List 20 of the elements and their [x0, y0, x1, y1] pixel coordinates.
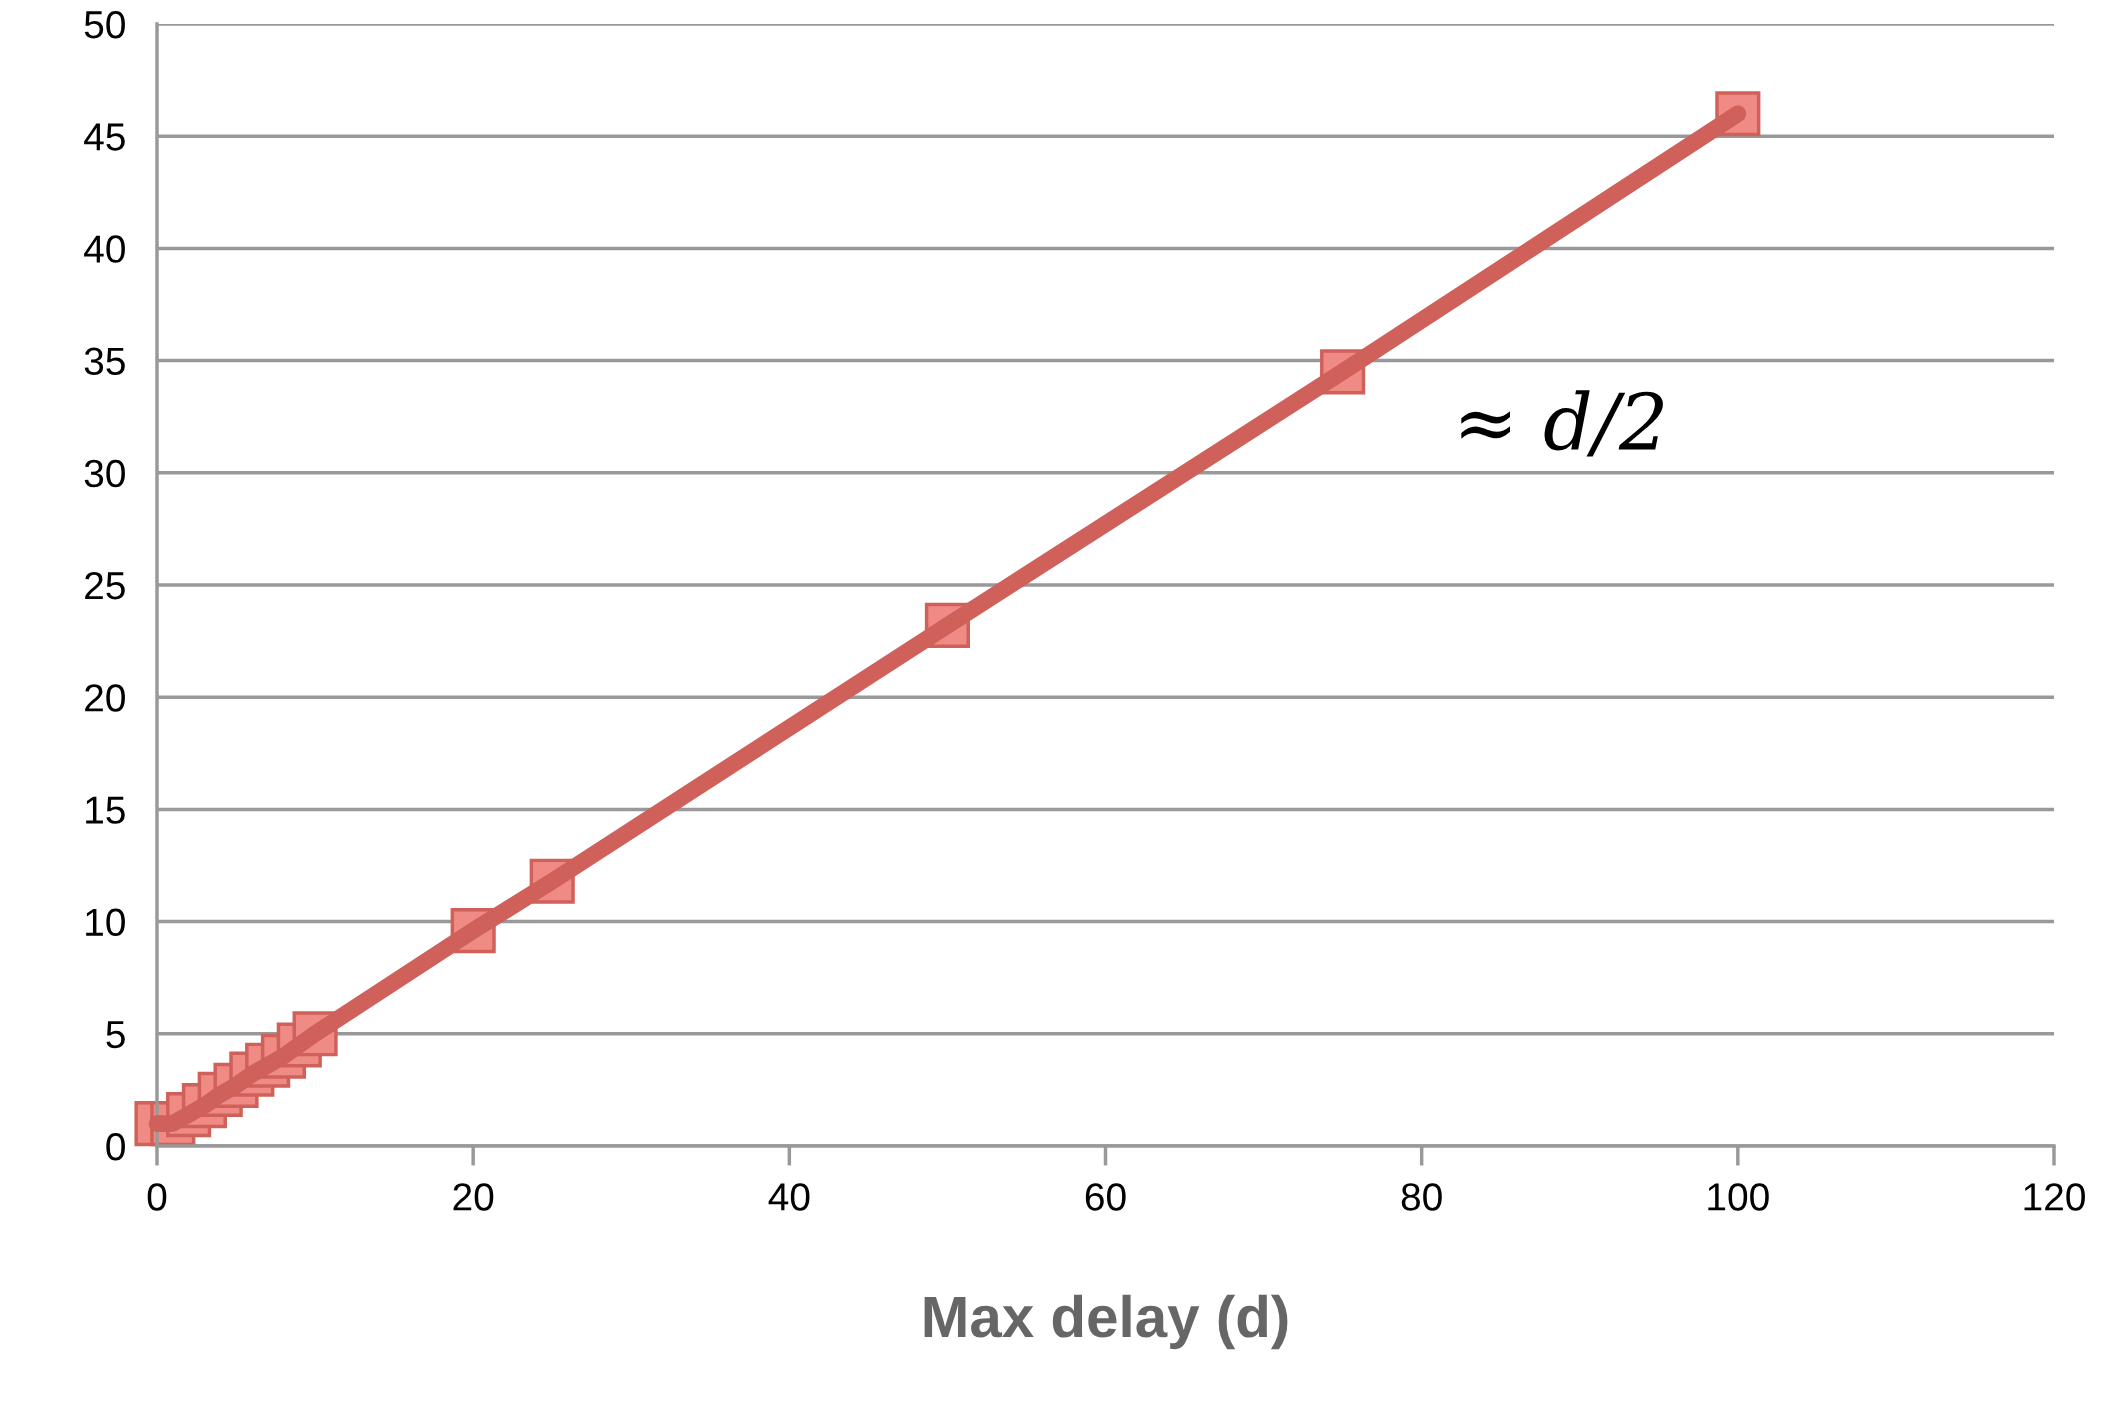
y-tick-label: 0 [106, 1132, 125, 1161]
x-tick-label: 0 [147, 1183, 167, 1211]
x-axis-title: Max delay (d) [924, 1294, 1288, 1350]
y-tick-label: 15 [86, 796, 125, 824]
y-tick-label: 50 [84, 10, 125, 39]
y-tick-label: 20 [85, 684, 125, 712]
y-tick-label: 5 [106, 1021, 125, 1049]
y-tick-label: 30 [84, 459, 125, 488]
x-tick-label: 40 [768, 1183, 810, 1211]
x-tick-label: 60 [1085, 1183, 1126, 1211]
y-tick-label: 40 [84, 235, 125, 263]
x-tick-label: 20 [453, 1183, 494, 1211]
x-tick-label: 100 [1708, 1183, 1769, 1211]
y-tick-label: 10 [86, 908, 125, 937]
annotation: ≈ d/2 [1461, 390, 1663, 457]
y-tick-label: 25 [85, 571, 125, 600]
y-tick-label: 35 [84, 347, 125, 376]
x-tick-label: 120 [2024, 1183, 2085, 1211]
x-tick-label: 80 [1401, 1183, 1442, 1211]
y-tick-label: 45 [84, 123, 125, 151]
